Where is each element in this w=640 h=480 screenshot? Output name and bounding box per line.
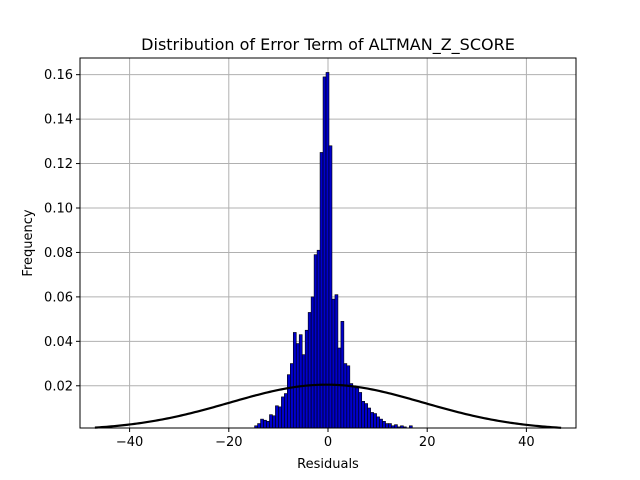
- y-tick-label: 0.04: [44, 335, 73, 350]
- histogram-bar: [298, 334, 303, 429]
- histogram-bar: [370, 412, 374, 429]
- histogram-bar: [364, 403, 368, 429]
- y-tick-label: 0.14: [44, 113, 73, 128]
- histogram-bar: [278, 406, 282, 429]
- histogram-bar: [284, 393, 288, 429]
- y-axis-ticks: 0.02 0.04 0.06 0.08 0.10 0.12 0.14 0.16: [44, 68, 80, 394]
- histogram-bar: [269, 414, 273, 429]
- histogram-bar: [319, 152, 324, 429]
- y-tick-label: 0.10: [44, 202, 73, 217]
- chart-title: Distribution of Error Term of ALTMAN_Z_S…: [141, 35, 515, 55]
- y-tick-label: 0.08: [44, 246, 73, 261]
- histogram-bar: [355, 387, 360, 429]
- x-tick-label: −20: [215, 435, 242, 450]
- histogram-bar: [349, 383, 354, 429]
- x-axis-label: Residuals: [297, 457, 359, 472]
- histogram-bar: [367, 407, 371, 429]
- y-tick-label: 0.12: [44, 157, 73, 172]
- histogram-bar: [292, 332, 297, 429]
- histogram-bar: [325, 72, 330, 429]
- histogram-bar: [281, 396, 285, 429]
- histogram-bar: [322, 76, 327, 429]
- x-tick-label: 40: [518, 435, 535, 450]
- x-tick-label: 0: [324, 435, 332, 450]
- histogram-bar: [361, 401, 366, 429]
- histogram-bar: [379, 418, 383, 429]
- histogram-bar: [304, 329, 309, 429]
- histogram-bar: [313, 254, 318, 429]
- histogram-bar: [263, 419, 267, 429]
- y-tick-label: 0.16: [44, 68, 73, 83]
- normal-distribution-curve: [94, 383, 562, 429]
- histogram-bar: [385, 423, 389, 429]
- histogram-bar: [290, 363, 294, 429]
- histogram-bar: [272, 415, 276, 429]
- histogram-bar: [266, 421, 270, 429]
- histogram-bar: [388, 423, 392, 429]
- histogram-bar: [310, 296, 315, 429]
- histogram-bar: [275, 405, 279, 429]
- histogram-bar: [340, 321, 345, 429]
- histogram-bar: [301, 354, 306, 429]
- histogram-bar: [382, 421, 386, 429]
- histogram-bar: [287, 374, 291, 429]
- histogram-bar: [373, 413, 377, 429]
- histogram-bar: [343, 363, 348, 429]
- histogram-bar: [334, 294, 339, 429]
- histogram-bar: [352, 385, 357, 429]
- histogram-bar: [331, 298, 336, 429]
- histogram-bars: [254, 72, 413, 429]
- histogram-bar: [260, 418, 264, 429]
- y-tick-label: 0.06: [44, 290, 73, 305]
- y-tick-label: 0.02: [44, 379, 73, 394]
- histogram-bar: [346, 365, 351, 429]
- histogram-bar: [337, 347, 342, 429]
- histogram-bar: [376, 416, 380, 429]
- histogram-bar: [257, 423, 261, 429]
- x-tick-label: 20: [419, 435, 436, 450]
- histogram-bar: [316, 249, 321, 429]
- x-axis-ticks: −40 −20 0 20 40: [116, 428, 535, 450]
- y-axis-label: Frequency: [21, 209, 36, 276]
- histogram-bar: [307, 312, 312, 429]
- histogram-bar: [358, 392, 363, 429]
- x-tick-label: −40: [116, 435, 143, 450]
